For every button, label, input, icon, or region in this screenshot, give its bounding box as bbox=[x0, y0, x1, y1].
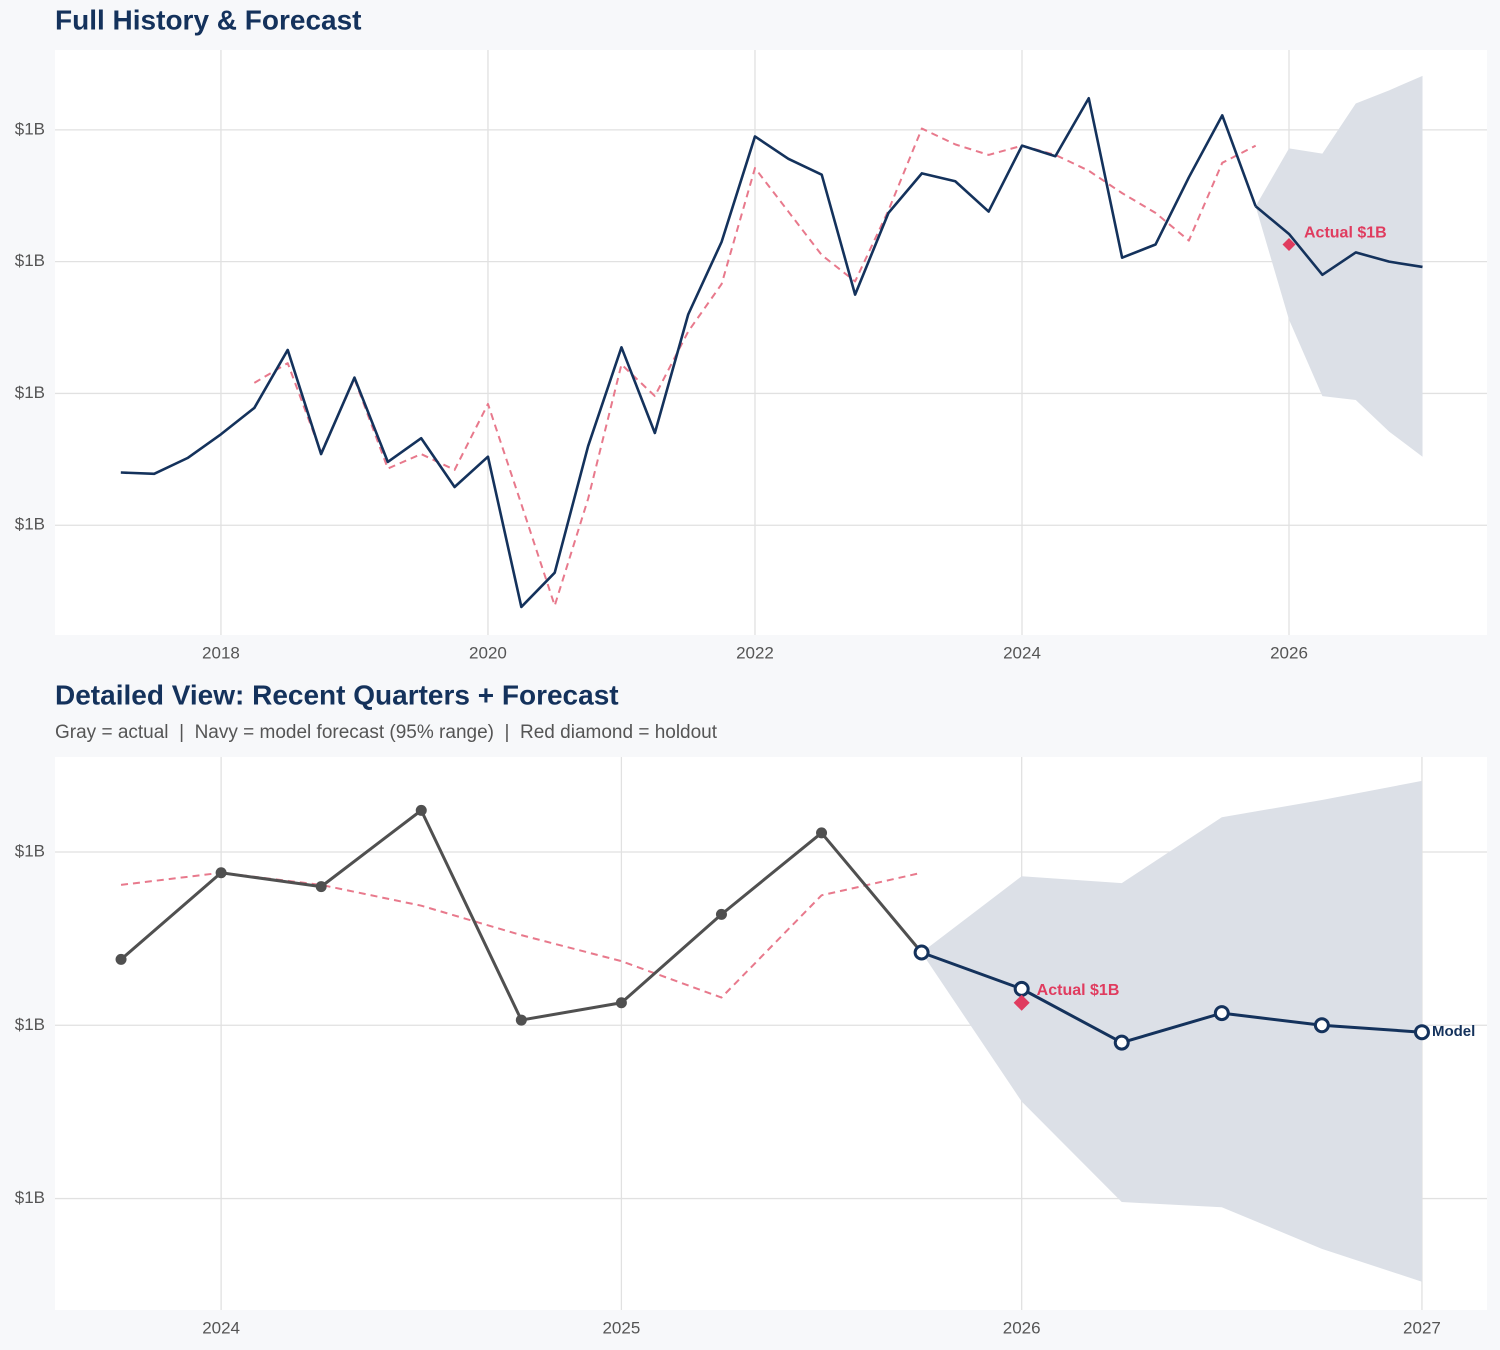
x-tick-label: 2020 bbox=[469, 643, 507, 662]
y-tick-label: $1B bbox=[15, 1015, 45, 1034]
end-label: Model bbox=[1432, 1023, 1475, 1040]
forecast-band bbox=[921, 780, 1422, 1282]
plot-area bbox=[55, 50, 1487, 635]
point bbox=[315, 881, 327, 893]
chart-title: Full History & Forecast bbox=[55, 4, 362, 35]
x-tick-label: 2026 bbox=[1270, 643, 1308, 662]
point bbox=[1313, 1017, 1330, 1034]
y-tick-label: $1B bbox=[15, 1188, 45, 1207]
chart-subtitle: Gray = actual | Navy = model forecast (9… bbox=[55, 722, 718, 743]
point bbox=[816, 827, 828, 839]
point bbox=[1413, 1024, 1430, 1041]
x-tick-label: 2024 bbox=[1003, 643, 1041, 662]
x-tick-label: 2026 bbox=[1003, 1318, 1041, 1337]
annotation: Actual $1B bbox=[1304, 225, 1387, 242]
fitted-line bbox=[253, 127, 1257, 607]
series-line bbox=[1254, 205, 1423, 277]
x-tick-label: 2022 bbox=[736, 643, 774, 662]
point bbox=[615, 997, 627, 1009]
x-tick-label: 2027 bbox=[1403, 1318, 1441, 1337]
series-line bbox=[120, 96, 1257, 609]
x-tick-label: 2024 bbox=[202, 1318, 240, 1337]
point bbox=[1013, 980, 1030, 997]
point bbox=[115, 953, 127, 965]
x-tick-label: 2025 bbox=[602, 1318, 640, 1337]
point bbox=[415, 804, 427, 816]
holdout-diamond bbox=[1013, 994, 1030, 1011]
x-tick-label: 2018 bbox=[202, 643, 240, 662]
point bbox=[1213, 1005, 1230, 1022]
y-tick-label: $1B bbox=[15, 119, 45, 138]
point bbox=[1113, 1034, 1130, 1051]
series-line bbox=[921, 951, 1423, 1045]
point bbox=[215, 867, 227, 879]
chart-title: Detailed View: Recent Quarters + Forecas… bbox=[55, 679, 619, 710]
point bbox=[515, 1014, 527, 1026]
point bbox=[913, 944, 930, 961]
holdout-diamond bbox=[1282, 238, 1296, 252]
y-tick-label: $1B bbox=[15, 515, 45, 534]
annotation: Actual $1B bbox=[1037, 982, 1120, 999]
forecast-band bbox=[1255, 75, 1423, 457]
y-tick-label: $1B bbox=[15, 251, 45, 270]
y-tick-label: $1B bbox=[15, 841, 45, 860]
y-tick-label: $1B bbox=[15, 383, 45, 402]
point bbox=[715, 908, 727, 920]
